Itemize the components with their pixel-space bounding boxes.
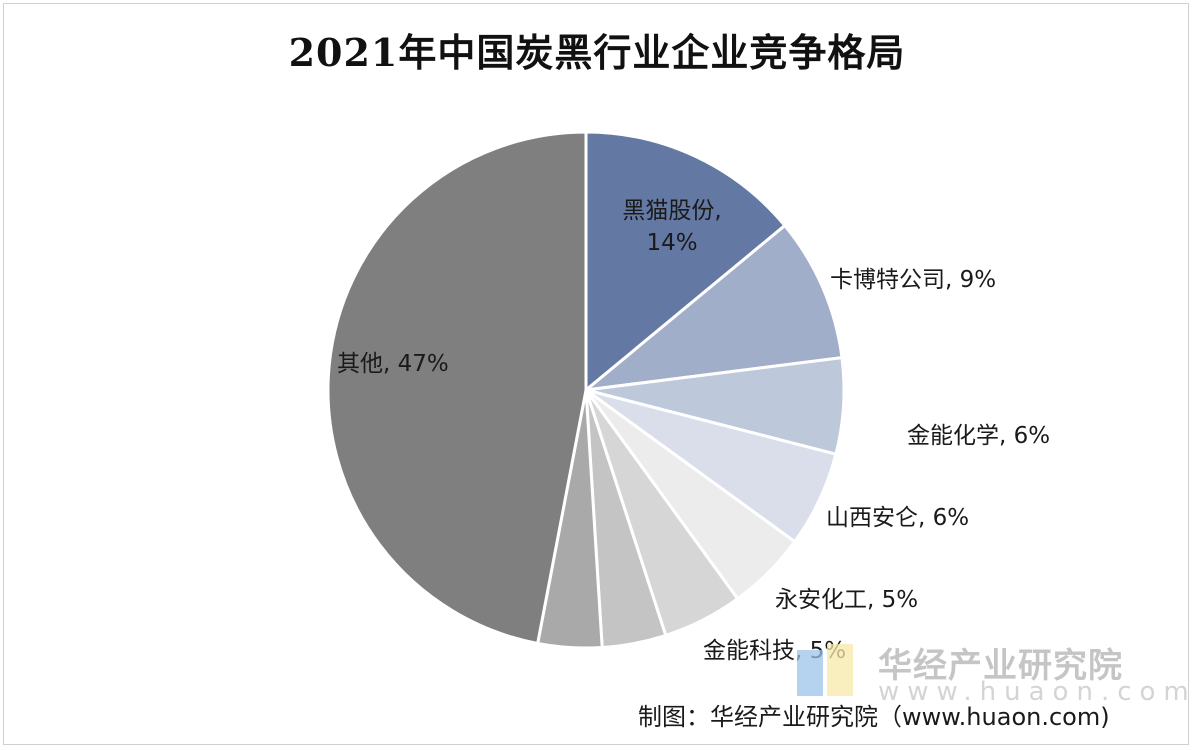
slice-label-other: 其他, 47%	[337, 351, 449, 377]
pie-slice-0	[584, 130, 787, 394]
chart-title: 2021年中国炭黑行业企业竞争格局	[288, 30, 906, 75]
watermark-brand: 华经产业研究院	[878, 646, 1123, 686]
pie-slices	[326, 130, 846, 650]
slice-label-jinneng-chem: 金能化学, 6%	[907, 423, 1050, 449]
source-note: 制图：华经产业研究院（www.huaon.com)	[638, 703, 1110, 731]
slice-label-cabot: 卡博特公司, 9%	[830, 267, 996, 293]
slice-label-yongan: 永安化工, 5%	[775, 587, 918, 613]
pie-slice-1	[581, 223, 844, 393]
slice-label-shanxi-anlun: 山西安仑, 6%	[826, 505, 969, 531]
slice-label-heimao-value: 14%	[646, 230, 697, 256]
huajing-logo-icon	[797, 644, 853, 696]
watermark-url: www.huaon.com	[878, 677, 1194, 707]
pie-labels: 黑猫股份, 14% 卡博特公司, 9% 金能化学, 6% 山西安仑, 6% 永安…	[337, 198, 1050, 664]
slice-label-heimao-name: 黑猫股份,	[622, 198, 721, 224]
pie-slice-8	[326, 130, 588, 646]
